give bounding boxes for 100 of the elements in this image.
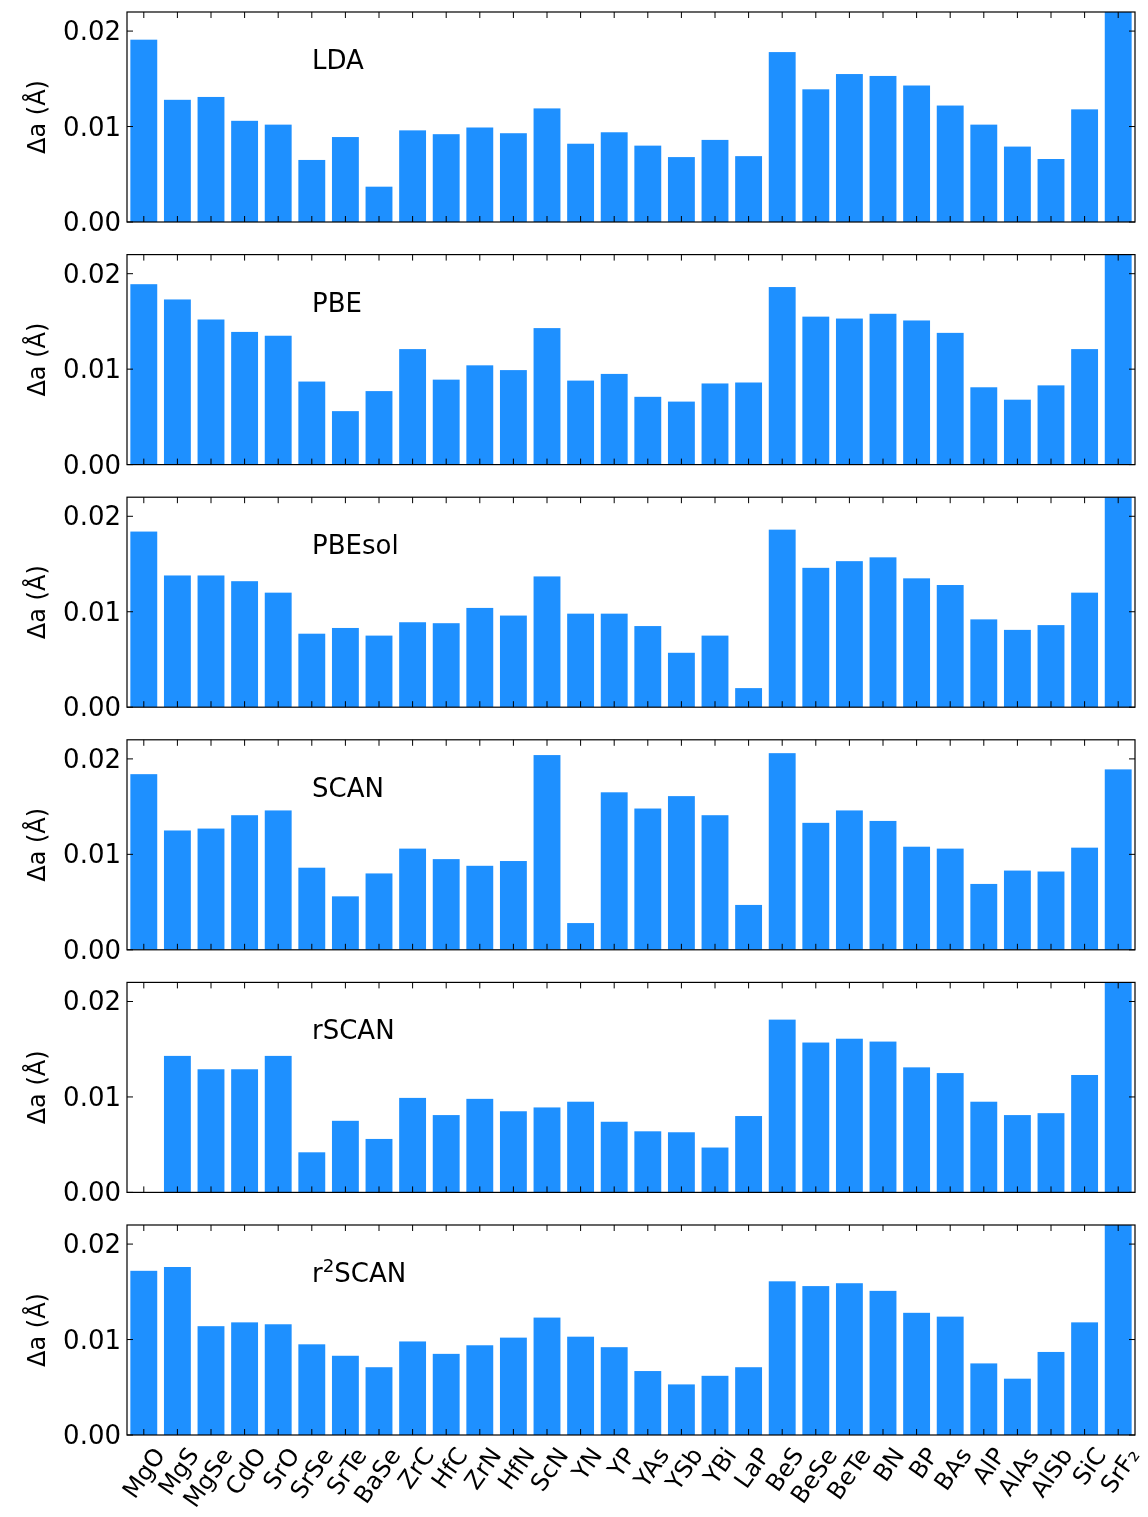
bar bbox=[1071, 349, 1099, 465]
bar bbox=[298, 1344, 326, 1435]
bar bbox=[600, 373, 628, 465]
bar bbox=[1071, 1074, 1099, 1193]
bar bbox=[499, 861, 527, 950]
bar bbox=[231, 331, 259, 465]
bar bbox=[701, 635, 729, 708]
y-tick-label: 0.01 bbox=[63, 111, 121, 142]
bar bbox=[869, 1290, 897, 1435]
bar bbox=[399, 130, 427, 222]
bar bbox=[634, 1131, 662, 1193]
bar bbox=[567, 1336, 595, 1435]
bar bbox=[533, 1107, 561, 1193]
bar bbox=[231, 1322, 259, 1435]
bar bbox=[264, 335, 292, 465]
bar bbox=[298, 381, 326, 465]
bar bbox=[701, 1375, 729, 1435]
y-tick-label: 0.00 bbox=[63, 449, 121, 480]
bar bbox=[432, 859, 460, 950]
bar bbox=[567, 380, 595, 465]
bar bbox=[499, 1111, 527, 1193]
bar bbox=[163, 1055, 191, 1193]
bar bbox=[1003, 870, 1031, 950]
y-tick-label: 0.02 bbox=[63, 258, 121, 289]
bar bbox=[768, 287, 796, 465]
bar bbox=[432, 134, 460, 222]
bar bbox=[869, 820, 897, 950]
y-axis-title: Δa (Å) bbox=[22, 565, 51, 640]
bar bbox=[365, 1367, 393, 1435]
bar bbox=[835, 318, 863, 465]
bar bbox=[768, 529, 796, 708]
y-tick-label: 0.00 bbox=[63, 207, 121, 237]
bar bbox=[970, 387, 998, 465]
bar bbox=[197, 1326, 225, 1435]
bar bbox=[499, 615, 527, 708]
bar bbox=[667, 157, 695, 222]
bar bbox=[399, 848, 427, 950]
bar bbox=[298, 159, 326, 222]
y-tick-label: 0.01 bbox=[63, 354, 121, 385]
y-tick-label: 0.00 bbox=[63, 1420, 121, 1450]
bar bbox=[970, 883, 998, 950]
bar bbox=[197, 319, 225, 465]
bar bbox=[970, 1101, 998, 1193]
bar bbox=[399, 1341, 427, 1435]
bar bbox=[231, 1069, 259, 1193]
bar bbox=[163, 299, 191, 465]
bar bbox=[802, 89, 830, 222]
bar bbox=[533, 576, 561, 708]
bar bbox=[1003, 1378, 1031, 1435]
bar bbox=[365, 635, 393, 708]
bar bbox=[634, 396, 662, 465]
bar bbox=[936, 1316, 964, 1435]
bar bbox=[936, 585, 964, 708]
bar bbox=[903, 85, 931, 222]
bar bbox=[231, 815, 259, 950]
bar bbox=[130, 774, 158, 950]
bar bbox=[264, 592, 292, 708]
bar bbox=[667, 796, 695, 950]
bar bbox=[163, 575, 191, 708]
bar bbox=[466, 127, 494, 222]
bar bbox=[130, 531, 158, 708]
bar bbox=[835, 1283, 863, 1435]
bar bbox=[365, 873, 393, 950]
bar bbox=[264, 1324, 292, 1435]
bar bbox=[264, 810, 292, 950]
bar bbox=[667, 652, 695, 708]
bar bbox=[835, 74, 863, 222]
bar bbox=[432, 379, 460, 465]
bar bbox=[197, 96, 225, 222]
y-tick-label: 0.02 bbox=[63, 501, 121, 532]
bar bbox=[197, 828, 225, 950]
bar bbox=[735, 156, 763, 222]
bar bbox=[163, 1267, 191, 1435]
bar bbox=[567, 1101, 595, 1193]
bar bbox=[1071, 847, 1099, 950]
bar bbox=[667, 1132, 695, 1193]
bar bbox=[1071, 109, 1099, 222]
y-axis-title: Δa (Å) bbox=[22, 1293, 51, 1367]
bar bbox=[869, 557, 897, 708]
bar bbox=[567, 923, 595, 950]
bar bbox=[331, 896, 359, 950]
bar bbox=[298, 633, 326, 708]
bar bbox=[835, 810, 863, 950]
bar bbox=[298, 867, 326, 950]
bar bbox=[936, 1073, 964, 1193]
bar bbox=[869, 313, 897, 465]
bar bbox=[466, 365, 494, 465]
bar bbox=[1037, 1113, 1065, 1193]
bar bbox=[1037, 1351, 1065, 1435]
bar bbox=[600, 1121, 628, 1193]
text: PBE bbox=[312, 287, 362, 318]
bar bbox=[499, 1337, 527, 1435]
bar bbox=[466, 865, 494, 950]
bar bbox=[802, 316, 830, 465]
bar bbox=[1037, 385, 1065, 465]
bar bbox=[869, 75, 897, 222]
bar bbox=[970, 619, 998, 708]
bar bbox=[197, 1069, 225, 1193]
bar bbox=[735, 688, 763, 708]
bar bbox=[735, 1116, 763, 1193]
